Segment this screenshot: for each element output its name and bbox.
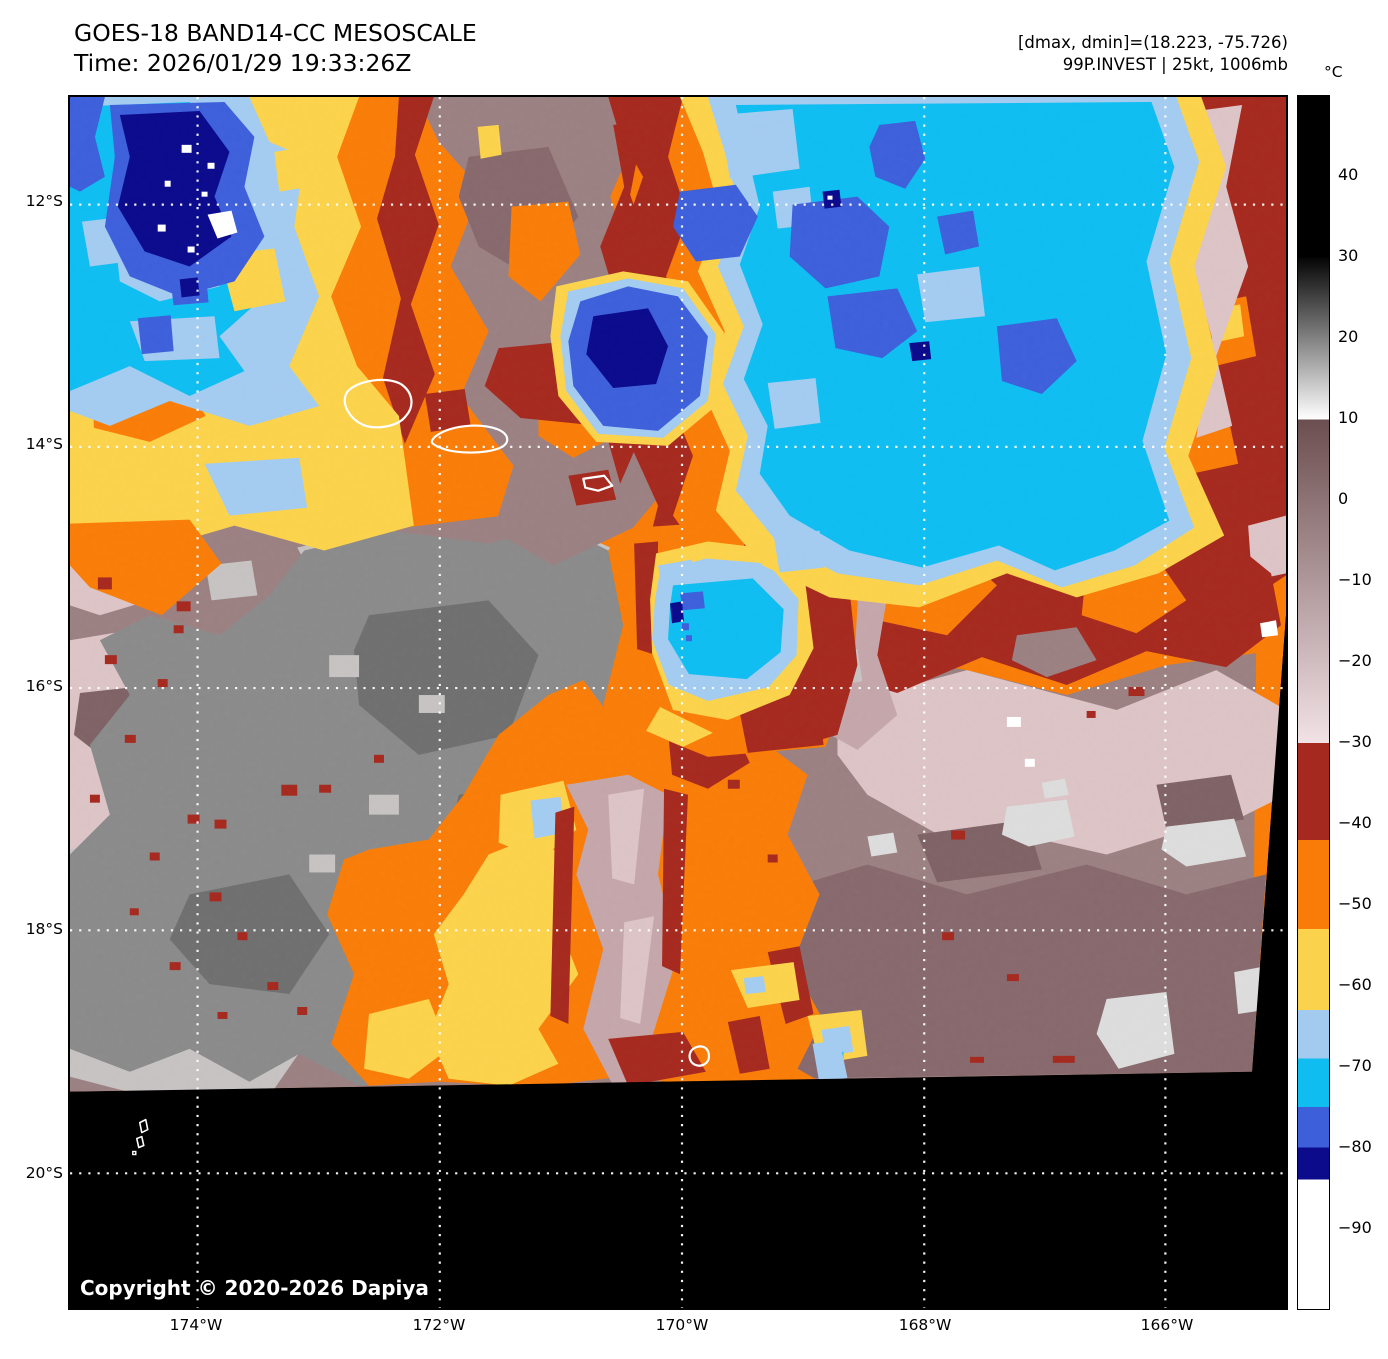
lon-tick-label: 172°W: [412, 1316, 466, 1334]
colorbar-unit-label: °C: [1324, 63, 1343, 81]
imagery-layers: [70, 97, 1286, 1092]
tonga-island-outlines: [132, 1118, 149, 1156]
lon-tick-label: 166°W: [1140, 1316, 1194, 1334]
lat-tick-label: 12°S: [25, 192, 63, 210]
colorbar-tick-label: 30: [1338, 245, 1359, 265]
latlon-gridlines: [70, 97, 1286, 1308]
copyright-text: Copyright © 2020-2026 Dapiya: [80, 1276, 429, 1300]
storm-info-annotation: 99P.INVEST | 25kt, 1006mb: [1062, 55, 1288, 74]
timestamp: Time: 2026/01/29 19:33:26Z: [74, 49, 412, 77]
colorbar-gradient: [1298, 96, 1329, 1309]
lon-tick-label: 168°W: [898, 1316, 952, 1334]
satellite-imagery: [70, 97, 1286, 1308]
lon-tick-label: 170°W: [655, 1316, 709, 1334]
lon-tick-label: 174°W: [169, 1316, 223, 1334]
title-block: GOES-18 BAND14-CC MESOSCALE Time: 2026/0…: [74, 18, 477, 78]
annotation-block: [dmax, dmin]=(18.223, -75.726) 99P.INVES…: [1018, 32, 1288, 76]
colorbar-tick-label: −60: [1338, 974, 1372, 994]
colorbar-tick-label: 0: [1338, 488, 1349, 508]
lat-tick-label: 18°S: [25, 920, 63, 939]
lat-tick-label: 20°S: [25, 1163, 63, 1182]
colorbar-tick-label: −90: [1338, 1217, 1372, 1237]
colorbar-tick-label: −30: [1338, 731, 1372, 751]
page-title: GOES-18 BAND14-CC MESOSCALE: [74, 19, 477, 47]
colorbar-tick-label: 20: [1338, 327, 1359, 346]
colorbar-tick-label: 10: [1338, 408, 1359, 427]
colorbar-tick-label: −80: [1338, 1137, 1372, 1156]
colorbar-tick-label: −20: [1338, 651, 1372, 670]
colorbar-tick-label: −40: [1338, 813, 1372, 832]
dmax-dmin-annotation: [dmax, dmin]=(18.223, -75.726): [1018, 33, 1288, 52]
colorbar-tick-label: 40: [1338, 165, 1359, 184]
colorbar-tick-label: −10: [1338, 570, 1372, 589]
lat-tick-label: 16°S: [25, 677, 63, 696]
colorbar-tick-label: −70: [1338, 1056, 1372, 1075]
map-canvas: Copyright © 2020-2026 Dapiya: [68, 95, 1288, 1310]
colorbar-tick-labels: 40 30 20 10 0 −10 −20 −30 −40 −50 −60 −70 −80 −90: [1338, 95, 1388, 1310]
temperature-colorbar: [1297, 95, 1330, 1310]
latitude-axis: 12°S 14°S 16°S 18°S 20°S: [0, 0, 63, 1359]
lat-tick-label: 14°S: [25, 435, 63, 453]
colorbar-tick-label: −50: [1338, 894, 1372, 913]
longitude-axis: 174°W 172°W 170°W 168°W 166°W: [0, 1316, 1388, 1346]
